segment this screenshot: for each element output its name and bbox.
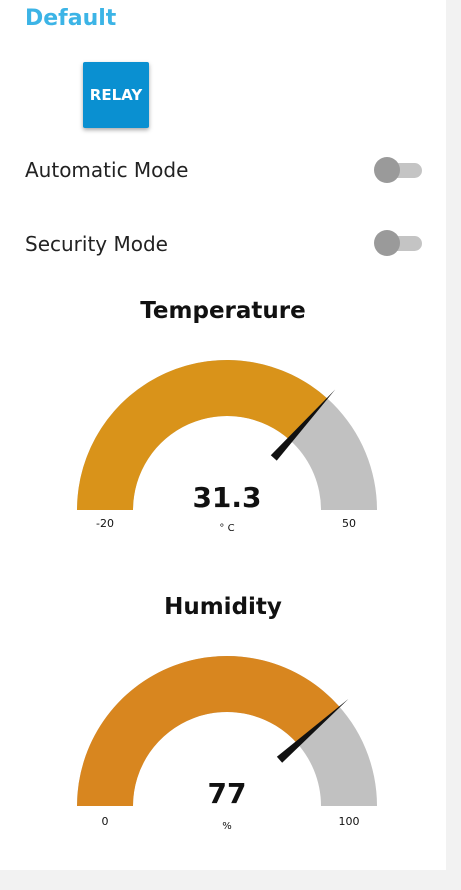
group-title: Default xyxy=(25,6,117,31)
gauge-needle xyxy=(270,389,336,461)
temperature-gauge-title: Temperature xyxy=(140,298,306,324)
humidity-gauge-title: Humidity xyxy=(164,594,282,620)
security-mode-label: Security Mode xyxy=(25,232,168,256)
humidity-value: 77 xyxy=(208,777,247,810)
relay-button[interactable]: RELAY xyxy=(83,62,149,128)
security-mode-switch[interactable] xyxy=(374,230,422,256)
gauge-value-arc xyxy=(77,360,328,510)
humidity-units: % xyxy=(222,821,232,832)
switch-thumb xyxy=(374,230,400,256)
automatic-mode-label: Automatic Mode xyxy=(25,158,189,182)
gauge-value-arc xyxy=(77,656,340,806)
gauge-needle xyxy=(276,698,349,763)
humidity-min-label: 0 xyxy=(102,815,109,828)
temperature-value: 31.3 xyxy=(192,481,261,514)
automatic-mode-switch[interactable] xyxy=(374,157,422,183)
switch-thumb xyxy=(374,157,400,183)
humidity-gauge: 77 % 0 100 xyxy=(77,656,377,832)
temperature-max-label: 50 xyxy=(342,517,356,530)
dashboard-card: Default RELAY Automatic Mode Security Mo… xyxy=(0,0,446,870)
temperature-gauge: 31.3 ° C -20 50 xyxy=(77,360,377,534)
temperature-min-label: -20 xyxy=(96,517,114,530)
humidity-max-label: 100 xyxy=(339,815,360,828)
temperature-units: ° C xyxy=(219,523,234,534)
